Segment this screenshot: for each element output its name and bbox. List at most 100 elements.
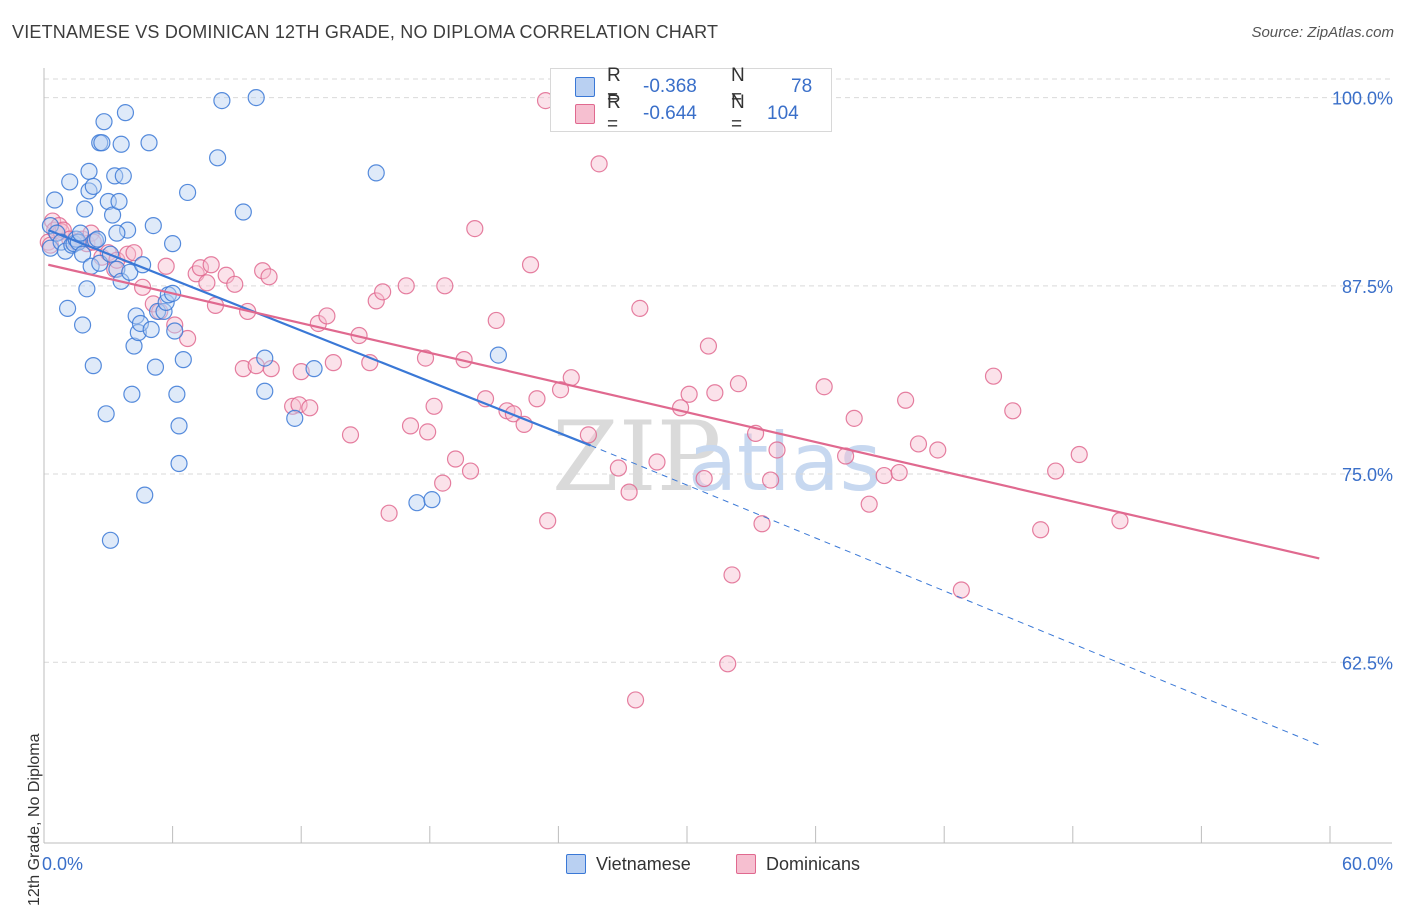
dominicans-point	[434, 474, 452, 492]
vietnamese-point	[170, 417, 188, 435]
vietnamese-point	[256, 382, 274, 400]
dominicans-point	[367, 292, 385, 310]
vietnamese-trend-line	[47, 229, 591, 447]
vietnamese-point	[423, 491, 441, 509]
dominicans-point	[301, 399, 319, 417]
vietnamese-trend-extension	[590, 444, 1320, 746]
dominicans-point	[1004, 402, 1022, 420]
dominicans-point	[631, 299, 649, 318]
dominicans-point	[626, 691, 645, 709]
vietnamese-point	[46, 191, 64, 209]
vietnamese-point	[73, 316, 92, 334]
vietnamese-point	[125, 337, 143, 355]
dominicans-point	[579, 426, 598, 444]
source-label: Source: ZipAtlas.com	[1251, 24, 1394, 41]
dominicans-point	[929, 441, 947, 459]
vietnamese-point	[146, 358, 165, 376]
y-tick-label: 87.5%	[1342, 277, 1393, 297]
vietnamese-point	[367, 164, 385, 182]
dominicans-point	[729, 375, 748, 393]
x-tick-label: 0.0%	[42, 854, 83, 874]
dominicans-point	[191, 259, 210, 277]
dominicans-point	[416, 349, 435, 367]
dominicans-point	[984, 367, 1003, 385]
vietnamese-point	[71, 224, 90, 242]
dominicans-point	[374, 283, 392, 301]
x-tick-label: 60.0%	[1342, 854, 1393, 874]
vietnamese-point	[108, 224, 126, 242]
dominicans-point	[890, 463, 908, 482]
dominicans-point	[761, 471, 780, 489]
dominicans-point	[324, 354, 342, 372]
dominicans-point	[723, 566, 741, 584]
vietnamese-point	[305, 360, 323, 378]
vietnamese-point	[121, 263, 139, 281]
dominicans-point	[179, 329, 197, 348]
dominicans-point	[397, 277, 415, 295]
vietnamese-point	[93, 134, 111, 152]
vietnamese-point	[118, 221, 137, 239]
vietnamese-point	[174, 351, 192, 369]
vietnamese-point	[164, 235, 182, 253]
dominicans-point	[620, 483, 638, 501]
dominicans-point	[528, 390, 546, 408]
vietnamese-point	[148, 302, 167, 321]
dominicans-point	[521, 256, 540, 274]
dominicans-point	[875, 466, 893, 485]
dominicans-point	[1032, 521, 1050, 539]
legend-item-dominicans[interactable]: Dominicans	[736, 852, 860, 876]
vietnamese-swatch	[575, 77, 595, 97]
dominicans-point	[436, 277, 454, 295]
vietnamese-point	[123, 385, 141, 403]
vietnamese-point	[168, 385, 186, 403]
legend-n-value: 104	[767, 103, 799, 124]
dominicans-point	[680, 385, 698, 403]
vietnamese-point	[95, 113, 113, 131]
dominicans-point	[419, 423, 437, 441]
vietnamese-point	[101, 531, 120, 549]
vietnamese-point	[166, 322, 184, 340]
vietnamese-point	[58, 299, 77, 318]
dominicans-point	[380, 504, 398, 522]
y-tick-label: 62.5%	[1342, 653, 1393, 673]
dominicans-point	[699, 337, 718, 355]
vietnamese-point	[73, 245, 92, 263]
vietnamese-point	[136, 486, 154, 504]
vietnamese-point	[78, 280, 96, 298]
vietnamese-point	[170, 454, 188, 473]
vietnamese-point	[247, 88, 265, 107]
legend-r-label: R =	[607, 65, 621, 108]
vietnamese-point	[110, 192, 128, 211]
dominicans-point	[768, 441, 786, 459]
legend-r-label: R =	[607, 92, 621, 135]
dominicans-point	[551, 381, 570, 399]
legend-item-vietnamese[interactable]: Vietnamese	[566, 852, 691, 876]
dominicans-point	[719, 655, 737, 673]
vietnamese-point	[61, 173, 79, 191]
vietnamese-point	[80, 162, 98, 180]
watermark: ZIP atlas	[552, 401, 881, 513]
dominicans-point	[466, 220, 484, 238]
vietnamese-point	[179, 183, 197, 202]
dominicans-legend-label: Dominicans	[766, 853, 861, 874]
dominicans-point	[157, 257, 175, 275]
y-tick-label: 75.0%	[1342, 465, 1393, 485]
dominicans-point	[446, 450, 465, 468]
dominicans-point	[125, 244, 143, 262]
dominicans-point	[226, 275, 244, 293]
dominicans-point	[590, 155, 608, 173]
vietnamese-point	[116, 104, 135, 122]
chart-title: VIETNAMESE VS DOMINICAN 12TH GRADE, NO D…	[12, 22, 719, 42]
vietnamese-point	[131, 314, 150, 333]
vietnamese-point	[97, 405, 115, 423]
vietnamese-point	[408, 494, 426, 512]
dominicans-point	[860, 495, 878, 513]
legend-r-value: -0.368	[643, 76, 697, 97]
vietnamese-point	[88, 230, 107, 248]
dominicans-point	[198, 274, 216, 292]
vietnamese-point	[140, 134, 158, 152]
y-tick-label: 100.0%	[1332, 89, 1393, 109]
axes	[43, 68, 1392, 844]
dominicans-point	[217, 266, 235, 284]
